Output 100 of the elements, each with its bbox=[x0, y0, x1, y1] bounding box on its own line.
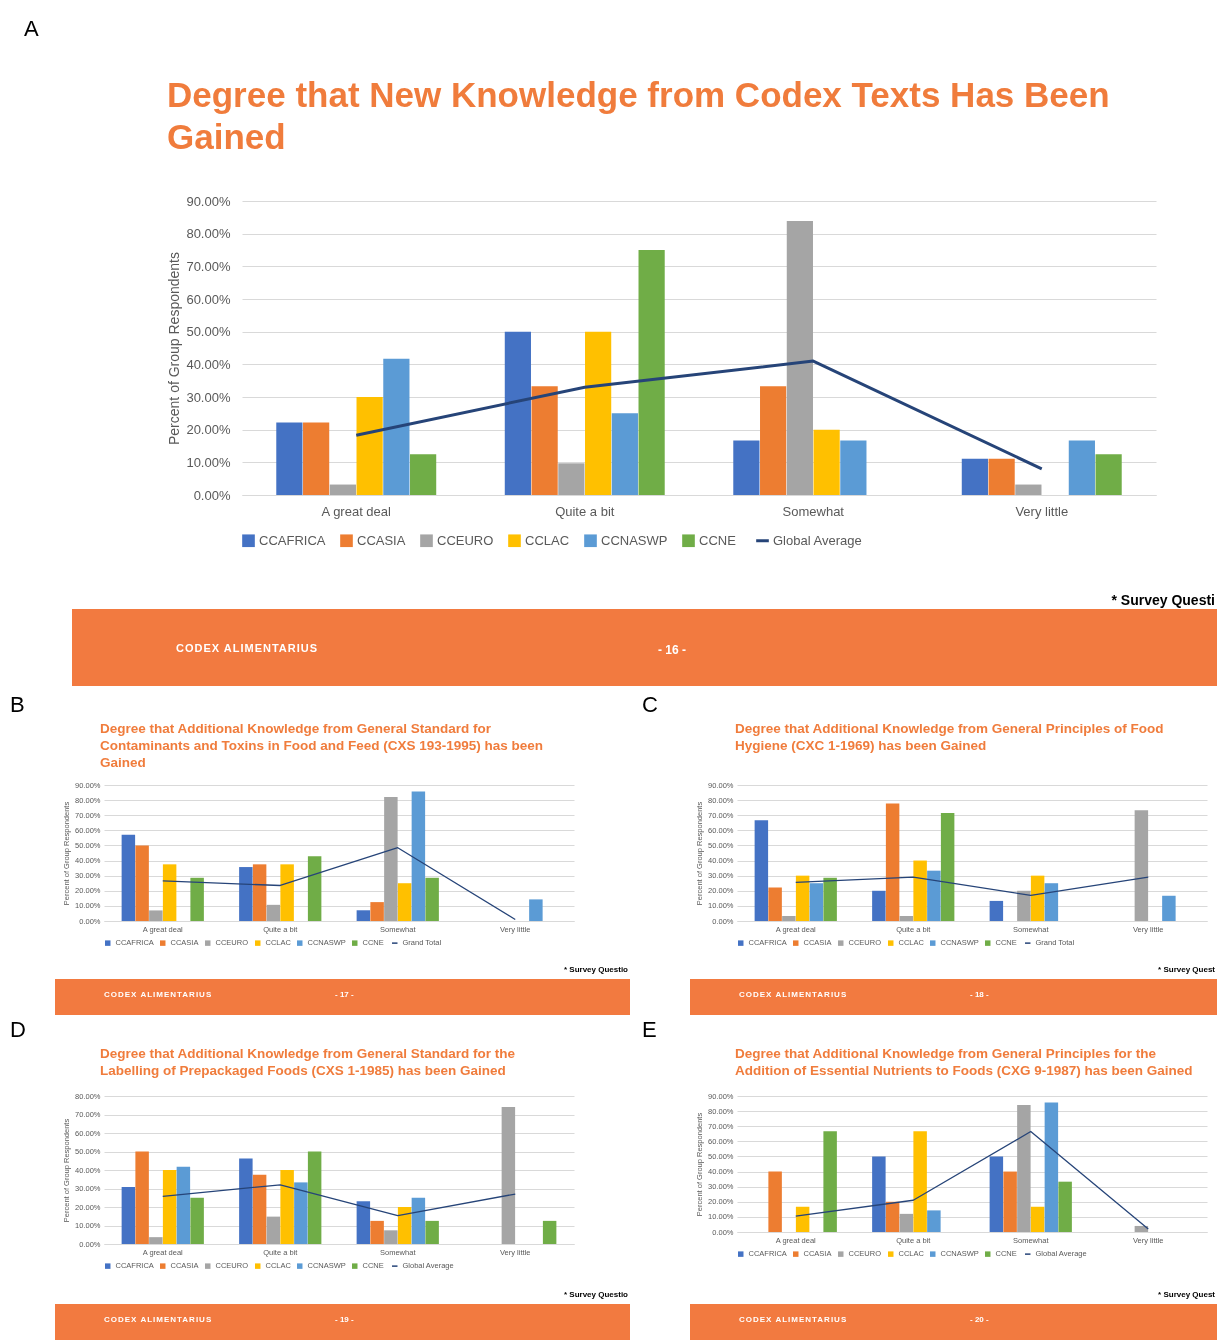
bar bbox=[411, 791, 426, 921]
bar bbox=[190, 1197, 204, 1244]
bar bbox=[989, 1156, 1004, 1232]
bar bbox=[307, 1151, 322, 1244]
text: CODEX ALIMENTARIUS bbox=[739, 1315, 848, 1324]
y-axis-title: Percent of Group Respondents bbox=[166, 251, 183, 446]
text: * Survey Quest bbox=[1158, 1290, 1215, 1299]
bar bbox=[135, 1151, 149, 1244]
bar bbox=[1058, 1181, 1072, 1232]
bar bbox=[397, 1207, 412, 1244]
bar bbox=[370, 1220, 384, 1244]
bar bbox=[1044, 1102, 1059, 1232]
y-tick-label: 40.00% bbox=[186, 356, 231, 372]
bar bbox=[280, 864, 294, 921]
legend-label: CCEURO bbox=[437, 532, 494, 548]
bar bbox=[384, 1230, 398, 1244]
bar bbox=[542, 1220, 557, 1244]
bar bbox=[872, 1156, 886, 1232]
text: * Survey Questi bbox=[1111, 592, 1215, 608]
text: CODEX ALIMENTARIUS bbox=[104, 990, 213, 999]
bar bbox=[425, 1220, 439, 1244]
chart-title: Degree that Additional Knowledge from General Standard for the Labelling of Prepackaged Foods (CXS 1-1985) has been Gained bbox=[100, 1045, 517, 1079]
legend-label: CCNASWP bbox=[601, 532, 668, 548]
text: CODEX ALIMENTARIUS bbox=[104, 1315, 213, 1324]
legend-label: CCAFRICA bbox=[259, 532, 326, 548]
bar bbox=[940, 813, 955, 921]
bar bbox=[149, 910, 163, 921]
bar bbox=[1068, 440, 1095, 495]
bar bbox=[162, 864, 177, 921]
chart-title: Degree that Additional Knowledge from General Principles of Food Hygiene (CXC 1-1969) has been Gained bbox=[735, 720, 1165, 754]
bar bbox=[307, 856, 322, 921]
text: - 16 - bbox=[658, 643, 687, 657]
bar bbox=[885, 803, 900, 921]
bar bbox=[121, 1187, 136, 1244]
bar bbox=[276, 422, 303, 495]
bar bbox=[989, 900, 1004, 921]
text: A bbox=[24, 16, 39, 42]
bar bbox=[782, 916, 796, 921]
bar bbox=[1030, 875, 1045, 921]
bar bbox=[1134, 1225, 1149, 1232]
x-tick-label: Somewhat bbox=[782, 503, 845, 519]
legend-label: CCNE bbox=[699, 532, 737, 548]
bar bbox=[239, 867, 253, 921]
bar bbox=[383, 358, 410, 495]
bar bbox=[384, 797, 398, 921]
text: CODEX ALIMENTARIUS bbox=[739, 990, 848, 999]
bar bbox=[786, 220, 813, 495]
bar bbox=[585, 331, 612, 495]
y-tick-label: 30.00% bbox=[186, 389, 231, 405]
bar bbox=[162, 1170, 177, 1244]
bar bbox=[1003, 1171, 1017, 1232]
chart-title: Degree that Additional Knowledge from General Standard for Contaminants and Toxins in Food and Feed (CXS 193-1995) has been Gained bbox=[100, 720, 545, 771]
bar bbox=[370, 902, 384, 921]
bar bbox=[961, 458, 988, 495]
text: E bbox=[642, 1017, 657, 1043]
bar bbox=[988, 458, 1015, 495]
line-series bbox=[795, 1130, 1149, 1230]
text: * Survey Questio bbox=[563, 965, 628, 974]
y-tick-label: 70.00% bbox=[186, 258, 231, 274]
bar bbox=[410, 454, 437, 495]
bar bbox=[1162, 895, 1176, 921]
bar bbox=[1095, 454, 1122, 495]
text: - 19 - bbox=[335, 1315, 354, 1324]
x-tick-label: Very little bbox=[1015, 503, 1069, 519]
bar bbox=[1015, 484, 1042, 495]
bar bbox=[190, 877, 204, 921]
bar bbox=[149, 1237, 163, 1244]
bar bbox=[356, 1201, 371, 1244]
bar bbox=[899, 1213, 914, 1232]
bar bbox=[529, 899, 543, 921]
bar bbox=[885, 1201, 900, 1232]
x-tick-label: A great deal bbox=[321, 503, 392, 519]
bar bbox=[397, 883, 412, 921]
chart-title: Degree that New Knowledge from Codex Texts Has Been Gained bbox=[167, 74, 1111, 158]
bar bbox=[823, 877, 837, 921]
bar bbox=[1030, 1206, 1045, 1232]
bar bbox=[425, 877, 439, 921]
text: D bbox=[10, 1017, 26, 1043]
bar bbox=[872, 890, 886, 921]
bar bbox=[176, 1166, 191, 1244]
bar bbox=[795, 875, 810, 921]
text: C bbox=[642, 692, 658, 718]
bar bbox=[504, 331, 531, 495]
bar bbox=[294, 1182, 308, 1244]
bar bbox=[813, 429, 840, 495]
bar bbox=[823, 1131, 837, 1232]
y-tick-label: 80.00% bbox=[186, 226, 231, 242]
bar bbox=[795, 1206, 810, 1232]
bar bbox=[1134, 810, 1149, 921]
text: - 18 - bbox=[970, 990, 989, 999]
bar bbox=[121, 834, 136, 921]
bar bbox=[927, 870, 941, 921]
text: CODEX ALIMENTARIUS bbox=[176, 642, 319, 654]
text: - 20 - bbox=[970, 1315, 989, 1324]
bar bbox=[768, 1171, 782, 1232]
y-tick-label: 90.00% bbox=[186, 193, 231, 209]
bar bbox=[638, 250, 665, 495]
bar bbox=[252, 1174, 267, 1244]
bar bbox=[733, 440, 760, 495]
line-series bbox=[162, 1184, 516, 1217]
